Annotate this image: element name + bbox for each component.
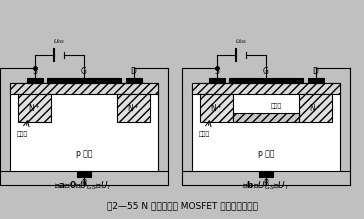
- Text: N$^+$: N$^+$: [309, 102, 322, 114]
- Text: $U_{GS}$: $U_{GS}$: [235, 37, 248, 46]
- Text: S: S: [32, 67, 37, 76]
- Bar: [18, 94, 51, 122]
- Text: B: B: [264, 179, 269, 188]
- Text: （a）0＜$U_{GS}$＜$U_T$: （a）0＜$U_{GS}$＜$U_T$: [55, 180, 114, 192]
- Text: D: D: [131, 67, 136, 76]
- Text: （b）$U_{GS}$＞$U_T$: （b）$U_{GS}$＞$U_T$: [242, 180, 290, 192]
- Bar: [47, 78, 121, 83]
- Text: p 衬底: p 衬底: [76, 148, 92, 157]
- Bar: [10, 83, 158, 94]
- Text: B: B: [82, 179, 87, 188]
- Bar: [233, 113, 299, 122]
- Bar: [77, 171, 91, 177]
- Text: 反型层: 反型层: [270, 103, 282, 109]
- Bar: [200, 94, 233, 122]
- Bar: [229, 78, 303, 83]
- Bar: [299, 94, 332, 122]
- Text: N$^+$: N$^+$: [127, 102, 140, 114]
- Text: p 衬底: p 衬底: [258, 148, 274, 157]
- Text: $U_{GS}$: $U_{GS}$: [53, 37, 66, 46]
- Text: 耗尽层: 耗尽层: [198, 131, 210, 137]
- Text: D: D: [313, 67, 318, 76]
- Bar: [259, 171, 273, 177]
- Bar: [209, 78, 225, 83]
- Bar: [10, 83, 158, 171]
- Bar: [117, 94, 150, 122]
- Text: G: G: [263, 67, 269, 76]
- Bar: [27, 78, 43, 83]
- Bar: [192, 83, 340, 94]
- Bar: [308, 78, 324, 83]
- Bar: [192, 83, 340, 171]
- Bar: [126, 78, 142, 83]
- Text: G: G: [81, 67, 87, 76]
- Text: N$^+$: N$^+$: [28, 102, 41, 114]
- Text: S: S: [214, 67, 219, 76]
- Text: 耗尽层: 耗尽层: [16, 131, 28, 137]
- Text: N$^+$: N$^+$: [210, 102, 223, 114]
- Text: 图2—55 N 沟道增强型 MOSFET 导电沟道的形成: 图2—55 N 沟道增强型 MOSFET 导电沟道的形成: [107, 201, 257, 210]
